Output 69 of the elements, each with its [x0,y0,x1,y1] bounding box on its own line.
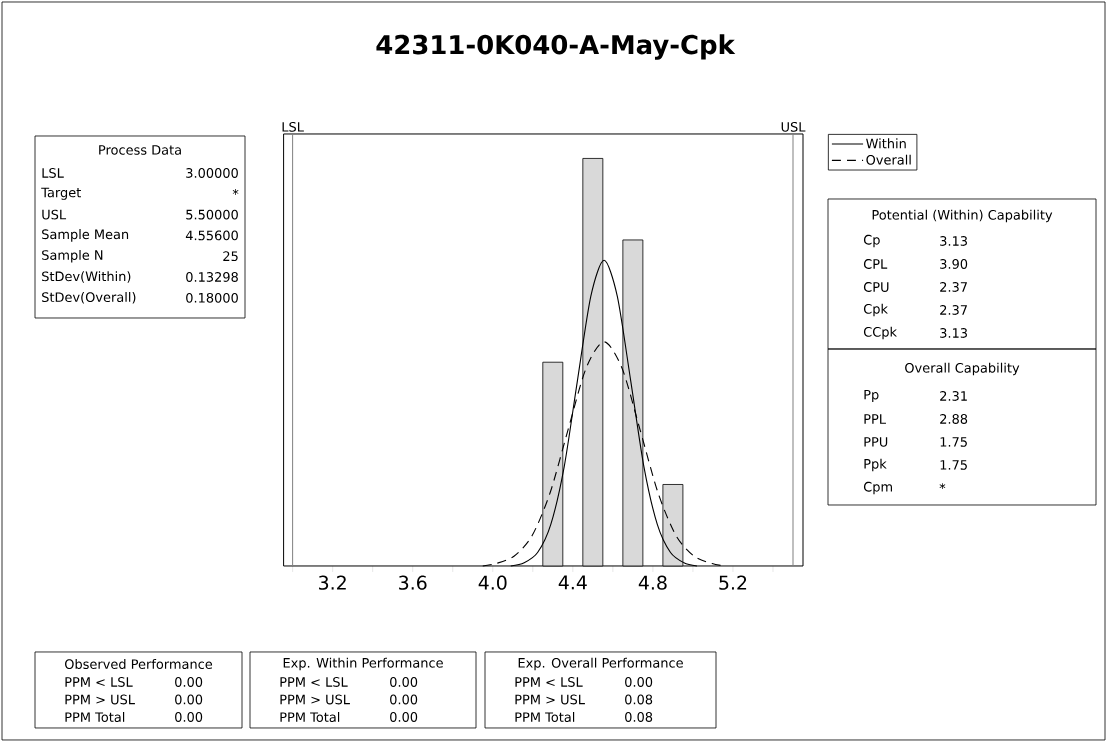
text: 2.37 [940,282,967,292]
text: StDev(Within) [42,271,131,283]
chart-title: 42311-0K040-A-May-Cpk [376,34,736,60]
text: Cpk [863,303,888,317]
ref-line-label: USL [781,121,806,132]
text: 0.08 [625,712,653,722]
text: 0.13298 [186,272,238,282]
text: PPU [864,437,888,447]
text: PPL [864,414,886,424]
text: Target [41,187,81,200]
text: 1.75 [940,460,967,470]
text: Process Data [99,145,181,155]
text: * [939,483,946,490]
x-tick-label: 5.2 [719,575,747,590]
text: 3.13 [940,328,967,338]
text: CCpk [863,326,897,340]
text: Observed Performance [64,658,213,669]
text: 0.00 [390,677,418,687]
text: Cpm [863,481,892,495]
text: Pp [864,389,879,403]
text: PPM > USL [280,694,350,705]
text: 3.13 [940,236,967,246]
text: * [232,188,239,195]
text: 25 [223,251,238,262]
text: 5.50000 [186,209,238,220]
text: PPM Total [280,711,340,722]
text: CPL [863,259,888,269]
text: Sample Mean [42,229,129,242]
text: PPM Total [65,711,125,722]
x-tick-label: 3.6 [399,575,427,590]
text: Exp. Within Performance [283,657,443,671]
text: Ppk [864,458,887,472]
text: PPM < LSL [515,677,583,687]
text: LSL [42,168,64,178]
text: Sample N [42,249,103,263]
ref-line-label: LSL [282,121,304,132]
text: 0.18000 [186,292,238,303]
text: StDev(Overall) [42,292,136,304]
text: 1.75 [940,437,967,447]
text: CPU [863,282,889,292]
text: 0.00 [175,712,203,722]
text: 0.00 [390,694,418,705]
text: 0.00 [625,677,653,687]
text: PPM < LSL [280,677,348,687]
x-tick-label: 4.8 [638,575,667,590]
text: Potential (Within) Capability [872,209,1053,223]
text: 0.08 [625,694,653,705]
text: 2.37 [940,305,967,315]
text: 0.00 [390,712,418,722]
text: PPM > USL [65,694,135,705]
legend-label: Overall [866,154,911,165]
legend-label: Within [866,138,906,149]
text: Cp [863,234,880,248]
text: PPM Total [515,711,575,722]
text: USL [42,209,67,220]
text: 2.31 [940,391,967,401]
text: Overall Capability [905,362,1020,376]
text: 2.88 [940,414,968,424]
text: 0.00 [175,694,203,705]
text: 3.00000 [186,168,238,178]
x-tick-label: 4.0 [478,575,507,590]
text: Exp. Overall Performance [518,657,683,671]
text: PPM < LSL [65,677,133,687]
text: 0.00 [175,677,203,687]
text: PPM > USL [515,694,585,705]
text: 4.55600 [185,230,238,241]
text: 3.90 [940,259,968,269]
x-tick-label: 3.2 [319,575,346,590]
x-tick-label: 4.4 [558,575,587,590]
